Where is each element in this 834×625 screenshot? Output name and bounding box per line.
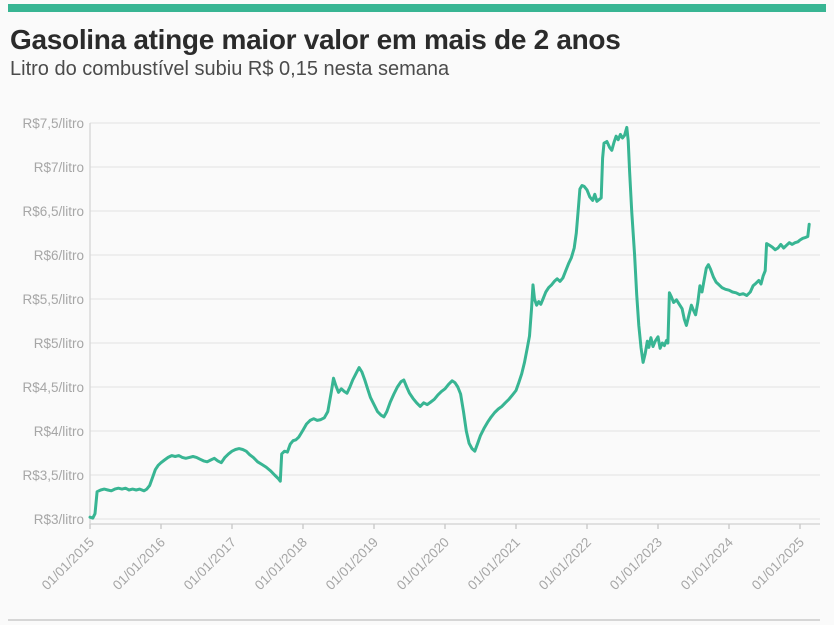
x-axis-label: 01/01/2020: [394, 535, 452, 593]
y-axis-label: R$3/litro: [34, 512, 84, 527]
y-axis-label: R$7,5/litro: [22, 116, 84, 131]
x-axis-label: 01/01/2019: [323, 535, 381, 593]
x-axis-label: 01/01/2021: [465, 535, 523, 593]
y-axis-label: R$6/litro: [34, 248, 84, 263]
x-axis-label: 01/01/2022: [536, 535, 594, 593]
y-axis-label: R$5/litro: [34, 336, 84, 351]
footer-divider: [8, 619, 820, 621]
x-axis-label: 01/01/2016: [110, 535, 168, 593]
x-axis-label: 01/01/2024: [678, 534, 737, 593]
x-axis-label: 01/01/2023: [607, 535, 665, 593]
x-axis-label: 01/01/2025: [749, 535, 807, 593]
price-line-series: [88, 125, 811, 520]
y-axis-label: R$3,5/litro: [22, 468, 84, 483]
accent-bar: [8, 4, 826, 12]
y-axis-label: R$4,5/litro: [22, 380, 84, 395]
x-axis-label: 01/01/2017: [181, 535, 239, 593]
y-axis-label: R$5,5/litro: [22, 292, 84, 307]
x-axis-label: 01/01/2015: [39, 535, 97, 593]
y-axis-label: R$6,5/litro: [22, 204, 84, 219]
x-axis-label: 01/01/2018: [252, 535, 310, 593]
y-axis-label: R$7/litro: [34, 160, 84, 175]
page-title: Gasolina atinge maior valor em mais de 2…: [10, 24, 621, 55]
y-axis-label: R$4/litro: [34, 424, 84, 439]
page-subtitle: Litro do combustível subiu R$ 0,15 nesta…: [10, 58, 450, 80]
